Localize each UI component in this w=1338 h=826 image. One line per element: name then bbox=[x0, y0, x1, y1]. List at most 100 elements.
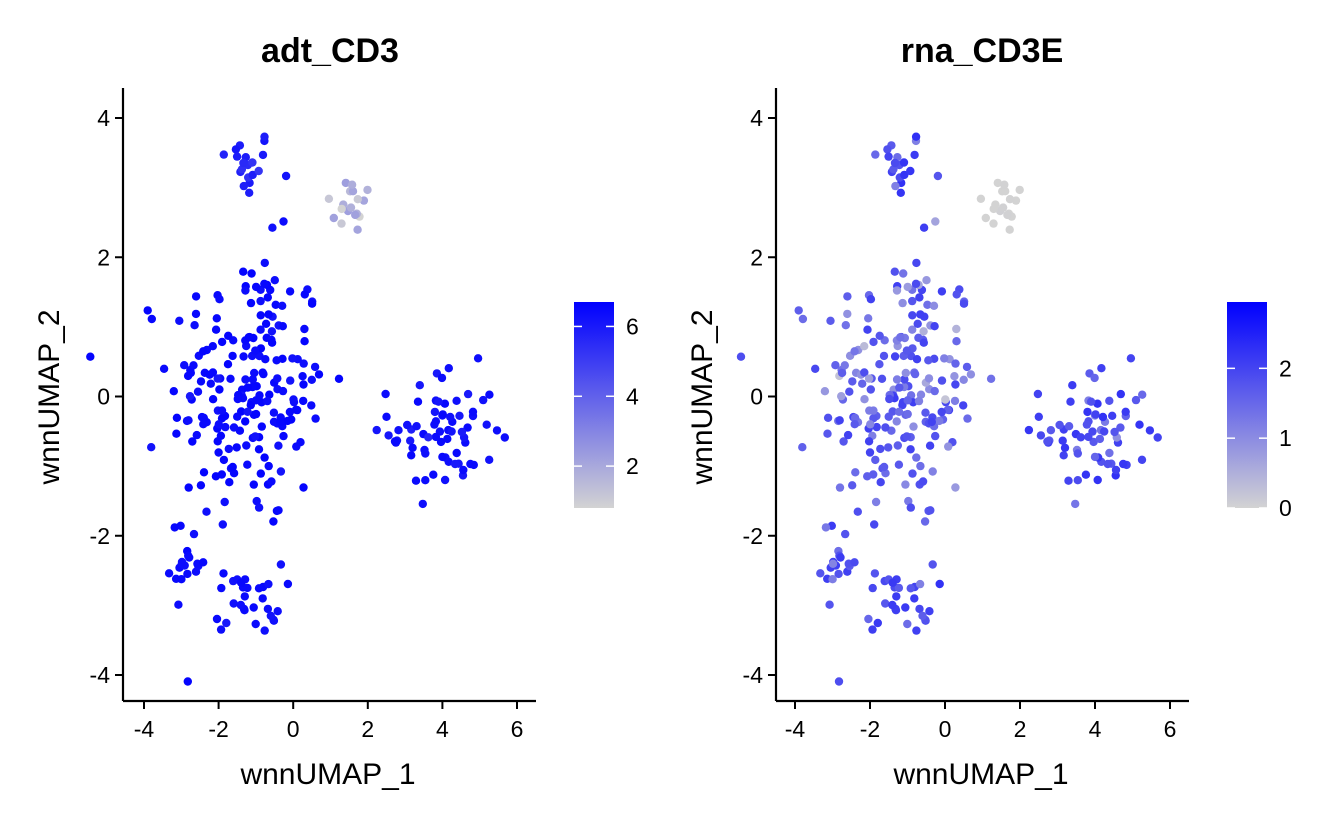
data-point bbox=[248, 170, 257, 180]
data-point bbox=[1081, 470, 1091, 479]
data-point bbox=[412, 422, 421, 431]
data-point bbox=[865, 448, 875, 457]
data-point bbox=[307, 375, 316, 384]
data-point bbox=[899, 269, 908, 278]
data-point bbox=[269, 408, 279, 417]
data-point bbox=[892, 417, 901, 426]
data-point bbox=[172, 413, 182, 422]
data-point bbox=[218, 520, 227, 529]
data-point bbox=[172, 429, 181, 438]
data-point bbox=[264, 461, 273, 471]
data-point bbox=[851, 468, 860, 477]
data-point bbox=[892, 592, 901, 601]
data-point bbox=[485, 390, 494, 399]
data-point bbox=[251, 396, 261, 405]
data-point bbox=[440, 475, 450, 485]
data-point bbox=[888, 578, 897, 587]
data-point bbox=[286, 376, 295, 385]
data-point bbox=[860, 342, 869, 351]
data-point bbox=[903, 619, 912, 629]
data-point bbox=[1043, 437, 1052, 446]
data-point bbox=[468, 407, 478, 416]
data-point bbox=[485, 455, 494, 464]
data-point bbox=[241, 286, 250, 295]
data-point bbox=[1116, 389, 1126, 399]
data-point bbox=[274, 441, 283, 450]
data-point bbox=[363, 185, 372, 195]
data-point bbox=[215, 295, 224, 304]
data-point bbox=[252, 496, 261, 506]
data-point bbox=[440, 399, 450, 408]
data-point bbox=[951, 483, 960, 492]
data-point bbox=[256, 469, 265, 478]
data-point bbox=[841, 529, 850, 539]
data-point bbox=[202, 507, 211, 516]
data-point bbox=[324, 194, 334, 203]
x-tick-label: 4 bbox=[1089, 716, 1102, 742]
data-point bbox=[213, 437, 222, 446]
data-point bbox=[278, 301, 287, 310]
data-point bbox=[834, 569, 843, 579]
data-point bbox=[278, 322, 287, 331]
data-point bbox=[421, 449, 430, 458]
data-point bbox=[908, 325, 917, 334]
data-point bbox=[438, 452, 447, 462]
data-point bbox=[1000, 180, 1009, 189]
data-point bbox=[828, 575, 837, 584]
data-point bbox=[952, 324, 961, 334]
data-point bbox=[1058, 436, 1067, 445]
data-point bbox=[212, 314, 221, 323]
data-point bbox=[1093, 475, 1102, 485]
data-point bbox=[247, 269, 256, 278]
data-point bbox=[950, 396, 960, 406]
data-point bbox=[918, 477, 928, 486]
data-point bbox=[1064, 476, 1073, 485]
data-point bbox=[959, 401, 968, 410]
data-point bbox=[382, 412, 391, 421]
data-point bbox=[384, 431, 393, 440]
data-point bbox=[411, 476, 421, 485]
data-point bbox=[952, 337, 961, 346]
data-point bbox=[868, 625, 877, 634]
data-point bbox=[920, 517, 930, 526]
data-point bbox=[244, 333, 253, 342]
data-point bbox=[246, 298, 256, 308]
data-point bbox=[906, 166, 915, 176]
data-point bbox=[931, 217, 940, 226]
data-point bbox=[1034, 412, 1044, 421]
data-point bbox=[177, 559, 186, 568]
data-point bbox=[1098, 412, 1108, 422]
data-point bbox=[243, 383, 252, 392]
data-point bbox=[894, 583, 904, 593]
data-point bbox=[455, 411, 464, 420]
data-point bbox=[457, 427, 467, 437]
data-point bbox=[836, 553, 845, 562]
data-point bbox=[351, 210, 360, 220]
data-point bbox=[901, 368, 910, 378]
data-point bbox=[1071, 499, 1080, 509]
data-point bbox=[902, 346, 912, 355]
data-point bbox=[1005, 195, 1015, 204]
data-point bbox=[1121, 407, 1130, 416]
data-point bbox=[1137, 455, 1147, 464]
x-axis-label: wnnUMAP_1 bbox=[892, 758, 1068, 791]
data-point bbox=[278, 386, 288, 396]
data-point bbox=[334, 374, 344, 383]
data-point bbox=[185, 392, 195, 401]
data-point bbox=[913, 319, 922, 328]
data-point bbox=[242, 441, 251, 450]
data-point bbox=[966, 370, 976, 379]
data-point bbox=[219, 455, 229, 465]
data-point bbox=[193, 387, 203, 396]
data-point bbox=[273, 607, 282, 616]
data-point bbox=[834, 677, 844, 686]
data-point bbox=[299, 396, 308, 406]
data-point bbox=[260, 279, 269, 288]
data-point bbox=[299, 483, 308, 492]
panel-rna-cd3e: rna_CD3E wnnUMAP_1 wnnUMAP_2 -4 -2 0 2 4 6 -4 -… bbox=[686, 32, 1292, 791]
data-point bbox=[951, 359, 960, 368]
y-tick-label: -2 bbox=[90, 523, 110, 549]
data-point bbox=[811, 364, 820, 373]
data-point bbox=[190, 321, 199, 330]
data-point bbox=[310, 362, 320, 372]
